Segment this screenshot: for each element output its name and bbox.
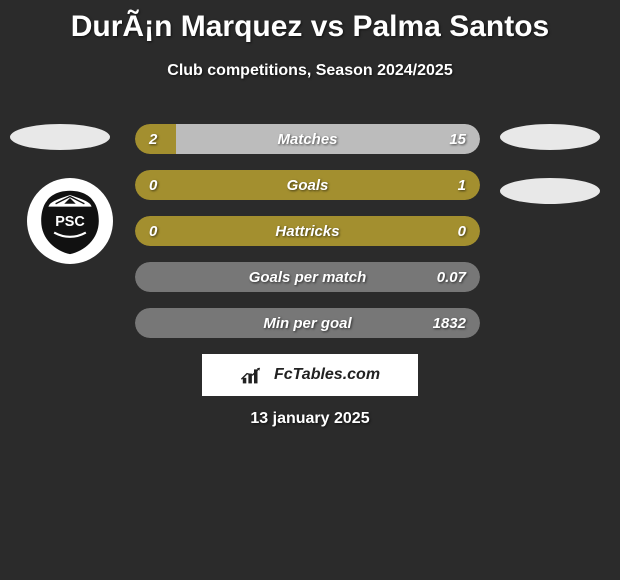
stat-label: Matches <box>277 131 337 148</box>
stat-right-value: 0.07 <box>437 269 466 286</box>
stat-row-hattricks: 0 Hattricks 0 <box>135 216 480 246</box>
stat-left-value: 0 <box>149 177 157 194</box>
stat-row-goals-per-match: Goals per match 0.07 <box>135 262 480 292</box>
chart-icon <box>240 365 268 385</box>
stat-row-matches: 2 Matches 15 <box>135 124 480 154</box>
stat-row-goals: 0 Goals 1 <box>135 170 480 200</box>
svg-text:PSC: PSC <box>55 214 85 230</box>
stat-label: Min per goal <box>263 315 351 332</box>
player-right-placeholder-2 <box>500 178 600 204</box>
page-title: DurÃ¡n Marquez vs Palma Santos <box>0 0 620 44</box>
stat-left-value: 2 <box>149 131 157 148</box>
branding-text: FcTables.com <box>274 366 380 384</box>
stat-row-min-per-goal: Min per goal 1832 <box>135 308 480 338</box>
branding-box: FcTables.com <box>202 354 418 396</box>
player-right-placeholder-1 <box>500 124 600 150</box>
stat-right-value: 1 <box>458 177 466 194</box>
stat-bars: 2 Matches 15 0 Goals 1 0 Hattricks 0 Goa… <box>135 124 480 354</box>
club-badge: PSC <box>27 178 113 264</box>
stat-right-value: 1832 <box>433 315 466 332</box>
stat-label: Goals <box>287 177 329 194</box>
stat-right-value: 0 <box>458 223 466 240</box>
player-left-placeholder <box>10 124 110 150</box>
portimonense-icon: PSC <box>34 185 106 257</box>
date-text: 13 january 2025 <box>0 410 620 428</box>
stat-right-value: 15 <box>449 131 466 148</box>
stat-label: Goals per match <box>249 269 367 286</box>
subtitle: Club competitions, Season 2024/2025 <box>0 62 620 80</box>
stat-left-value: 0 <box>149 223 157 240</box>
stat-label: Hattricks <box>275 223 339 240</box>
